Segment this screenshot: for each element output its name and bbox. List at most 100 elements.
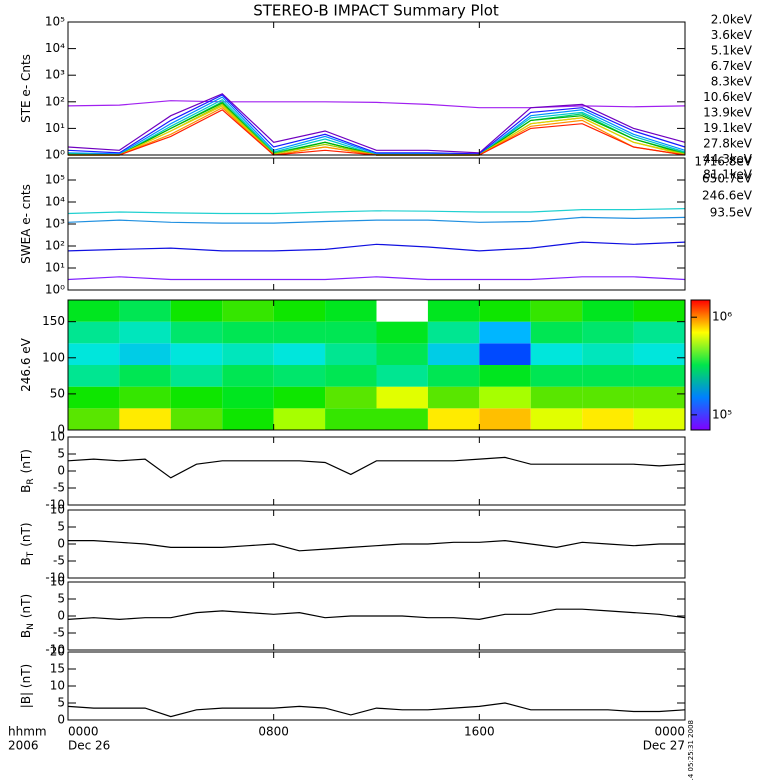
y-tick-label: 0 xyxy=(57,713,65,727)
axes-frame xyxy=(67,21,686,156)
y-axis-label-sub: R xyxy=(26,478,36,484)
y-tick-label: 0 xyxy=(57,464,65,478)
heatmap-cell xyxy=(68,343,120,365)
heatmap-cell xyxy=(119,386,171,409)
y-tick-label: -5 xyxy=(53,626,65,640)
legend-entry: 246.6eV xyxy=(702,189,753,203)
heatmap-cell xyxy=(376,408,428,430)
y-axis-label: BR (nT) xyxy=(19,449,36,493)
heatmap-cell xyxy=(582,300,634,322)
y-tick-label: -10 xyxy=(45,498,65,512)
heatmap-cell xyxy=(582,408,634,430)
y-axis-label-main: STE e- Cnts xyxy=(19,54,33,123)
timestamp: Wed Dec 14 05:25:31 2008 xyxy=(687,720,695,780)
series-line xyxy=(68,105,686,156)
y-axis-label: STE e- Cnts xyxy=(19,54,33,123)
legend-entry: 5.1keV xyxy=(711,44,753,58)
y-tick-label: 10¹ xyxy=(45,121,65,135)
heatmap-cell xyxy=(273,321,326,344)
y-axis-label: 246.6 eV xyxy=(19,337,33,392)
heatmap-cell xyxy=(68,365,120,387)
heatmap-cell xyxy=(325,386,377,409)
y-tick-label: 10⁴ xyxy=(45,195,65,209)
y-tick-label: 20 xyxy=(50,645,65,659)
heatmap-cell xyxy=(530,386,583,409)
heatmap-cell xyxy=(119,343,171,365)
heatmap-cell xyxy=(222,321,274,344)
heatmap-cell xyxy=(376,386,428,409)
y-tick-label: 10³ xyxy=(45,217,65,231)
y-tick-label: -10 xyxy=(45,643,65,657)
y-tick-label: 10⁰ xyxy=(45,283,65,297)
heatmap-cell xyxy=(170,408,223,430)
heatmap-cell xyxy=(222,365,274,387)
heatmap-cell xyxy=(427,343,480,365)
chart-title: STEREO-B IMPACT Summary Plot xyxy=(253,2,499,20)
heatmap-cell xyxy=(427,365,480,387)
series-line xyxy=(67,276,686,281)
heatmap-cell xyxy=(427,408,480,430)
y-tick-label: 10² xyxy=(45,94,65,108)
legend-entry: 8.3keV xyxy=(711,75,753,89)
heatmap-cell xyxy=(530,300,583,322)
legend-entry: 3.6keV xyxy=(711,28,753,42)
heatmap-cell xyxy=(530,343,583,365)
y-axis-label-unit: (nT) xyxy=(19,522,33,546)
x-date-label: Dec 27 xyxy=(643,739,685,753)
heatmap-cell xyxy=(273,408,326,430)
y-axis-label-main: B xyxy=(19,630,33,638)
heatmap-cell xyxy=(325,408,377,430)
heatmap-cell xyxy=(68,300,120,322)
y-tick-label: 10 xyxy=(50,575,65,589)
heatmap-cell xyxy=(170,386,223,409)
heatmap-cell xyxy=(119,321,171,344)
heatmap-cell xyxy=(119,365,171,387)
legend-entry: 1716.8eV xyxy=(694,155,752,169)
heatmap-cell xyxy=(376,321,428,344)
colorbar xyxy=(690,299,711,431)
axes-frame xyxy=(67,509,686,579)
heatmap-cell xyxy=(479,408,531,430)
y-tick-label: 10² xyxy=(45,239,65,253)
legend-entry: 13.9keV xyxy=(703,106,753,120)
y-tick-label: 15 xyxy=(50,662,65,676)
heatmap-cell xyxy=(68,321,120,344)
y-axis-label-main: B xyxy=(19,485,33,493)
y-axis-label-main: 246.6 eV xyxy=(19,337,33,392)
heatmap-cell xyxy=(479,300,531,322)
heatmap-cell xyxy=(530,365,583,387)
y-tick-label: 10 xyxy=(50,430,65,444)
heatmap-cell xyxy=(479,386,531,409)
y-axis-label-sub: T xyxy=(26,551,36,558)
y-axis-label-main: SWEA e- cnts xyxy=(19,184,33,264)
y-axis-label: |B| (nT) xyxy=(19,664,33,708)
x-axis-year: 2006 xyxy=(8,739,39,753)
heatmap-cell xyxy=(325,321,377,344)
heatmap-cell xyxy=(633,365,685,387)
heatmap-cell xyxy=(325,365,377,387)
legend-entry: 6.7keV xyxy=(711,59,753,73)
legend-entry: 10.6keV xyxy=(703,90,753,104)
axes-frame xyxy=(67,299,686,431)
heatmap-cell xyxy=(222,386,274,409)
heatmap-cell xyxy=(633,343,685,365)
heatmap-cell xyxy=(273,343,326,365)
colorbar-tick-label: 10⁶ xyxy=(712,310,732,324)
series-line xyxy=(67,93,686,154)
y-tick-label: -10 xyxy=(45,571,65,585)
heatmap-cell xyxy=(376,343,428,365)
y-tick-label: 5 xyxy=(57,447,65,461)
y-tick-label: 150 xyxy=(42,314,65,328)
heatmap-cell xyxy=(222,408,274,430)
heatmap-cell xyxy=(479,321,531,344)
heatmap-cell xyxy=(273,386,326,409)
heatmap-cell xyxy=(633,386,685,409)
y-tick-label: 5 xyxy=(57,696,65,710)
y-axis-label: BN (nT) xyxy=(19,594,36,638)
y-tick-label: 10¹ xyxy=(45,261,65,275)
y-axis-label-unit: (nT) xyxy=(19,449,33,473)
heatmap-cell xyxy=(427,321,480,344)
y-tick-label: 10⁵ xyxy=(45,15,65,29)
legend-entry: 93.5eV xyxy=(710,206,753,220)
